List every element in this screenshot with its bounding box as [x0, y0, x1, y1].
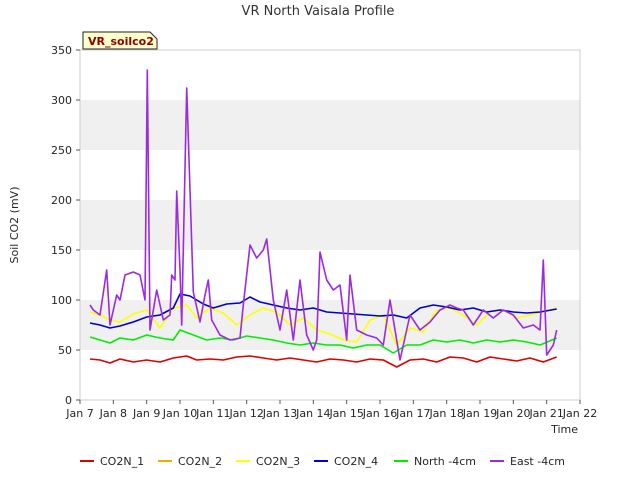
series-line-co2n-1	[89, 355, 557, 368]
y-tick-label: 250	[51, 144, 72, 157]
series-line-north-4cm	[89, 329, 558, 354]
x-tick-label: Jan 21	[528, 407, 563, 420]
y-tick-label: 350	[51, 44, 72, 57]
x-tick-label: Jan 16	[362, 407, 397, 420]
x-tick-label: Jan 14	[295, 407, 330, 420]
grid-bands	[80, 100, 580, 350]
y-tick-label: 100	[51, 294, 72, 307]
legend-label: CO2N_1	[100, 455, 144, 468]
x-tick-label: Jan 9	[132, 407, 160, 420]
grid-band	[80, 100, 580, 150]
series-lines	[89, 69, 558, 368]
grid-band	[80, 200, 580, 250]
grid-band	[80, 300, 580, 350]
legend-label: CO2N_2	[178, 455, 222, 468]
x-tick-label: Jan 17	[395, 407, 430, 420]
x-tick-label: Jan 11	[195, 407, 230, 420]
series-line-east-4cm	[89, 69, 558, 361]
x-tick-label: Jan 10	[162, 407, 197, 420]
legend: CO2N_1 CO2N_2 CO2N_3 CO2N_4 North -4cm East -…	[80, 455, 565, 468]
x-tick-label: Jan 8	[99, 407, 127, 420]
badge-label: VR_soilco2	[88, 35, 154, 48]
x-tick-label: Jan 12	[228, 407, 263, 420]
x-tick-label: Jan 19	[462, 407, 497, 420]
dataset-badge: VR_soilco2	[82, 31, 158, 50]
x-tick-label: Jan 15	[328, 407, 363, 420]
x-tick-label: Jan 22	[562, 407, 597, 420]
legend-label: CO2N_3	[256, 455, 300, 468]
y-tick-label: 150	[51, 244, 72, 257]
y-tick-label: 200	[51, 194, 72, 207]
badge-shape	[82, 31, 158, 50]
x-tick-label: Jan 20	[495, 407, 530, 420]
x-axis-label: Time	[550, 423, 578, 436]
legend-label: North -4cm	[414, 455, 476, 468]
y-tick-label: 300	[51, 94, 72, 107]
y-tick-label: 0	[65, 394, 72, 407]
chart-title: VR North Vaisala Profile	[242, 4, 395, 19]
y-tick-label: 50	[58, 344, 72, 357]
y-axis-label: Soil CO2 (mV)	[8, 187, 21, 264]
legend-label: CO2N_4	[334, 455, 378, 468]
x-tick-label: Jan 13	[262, 407, 297, 420]
x-tick-label: Jan 18	[428, 407, 463, 420]
y-axis-ticks: 0 50 100 150 200 250 300 350	[51, 44, 80, 407]
plot-frame	[79, 49, 581, 401]
legend-label: East -4cm	[510, 455, 565, 468]
x-tick-label: Jan 7	[65, 407, 93, 420]
